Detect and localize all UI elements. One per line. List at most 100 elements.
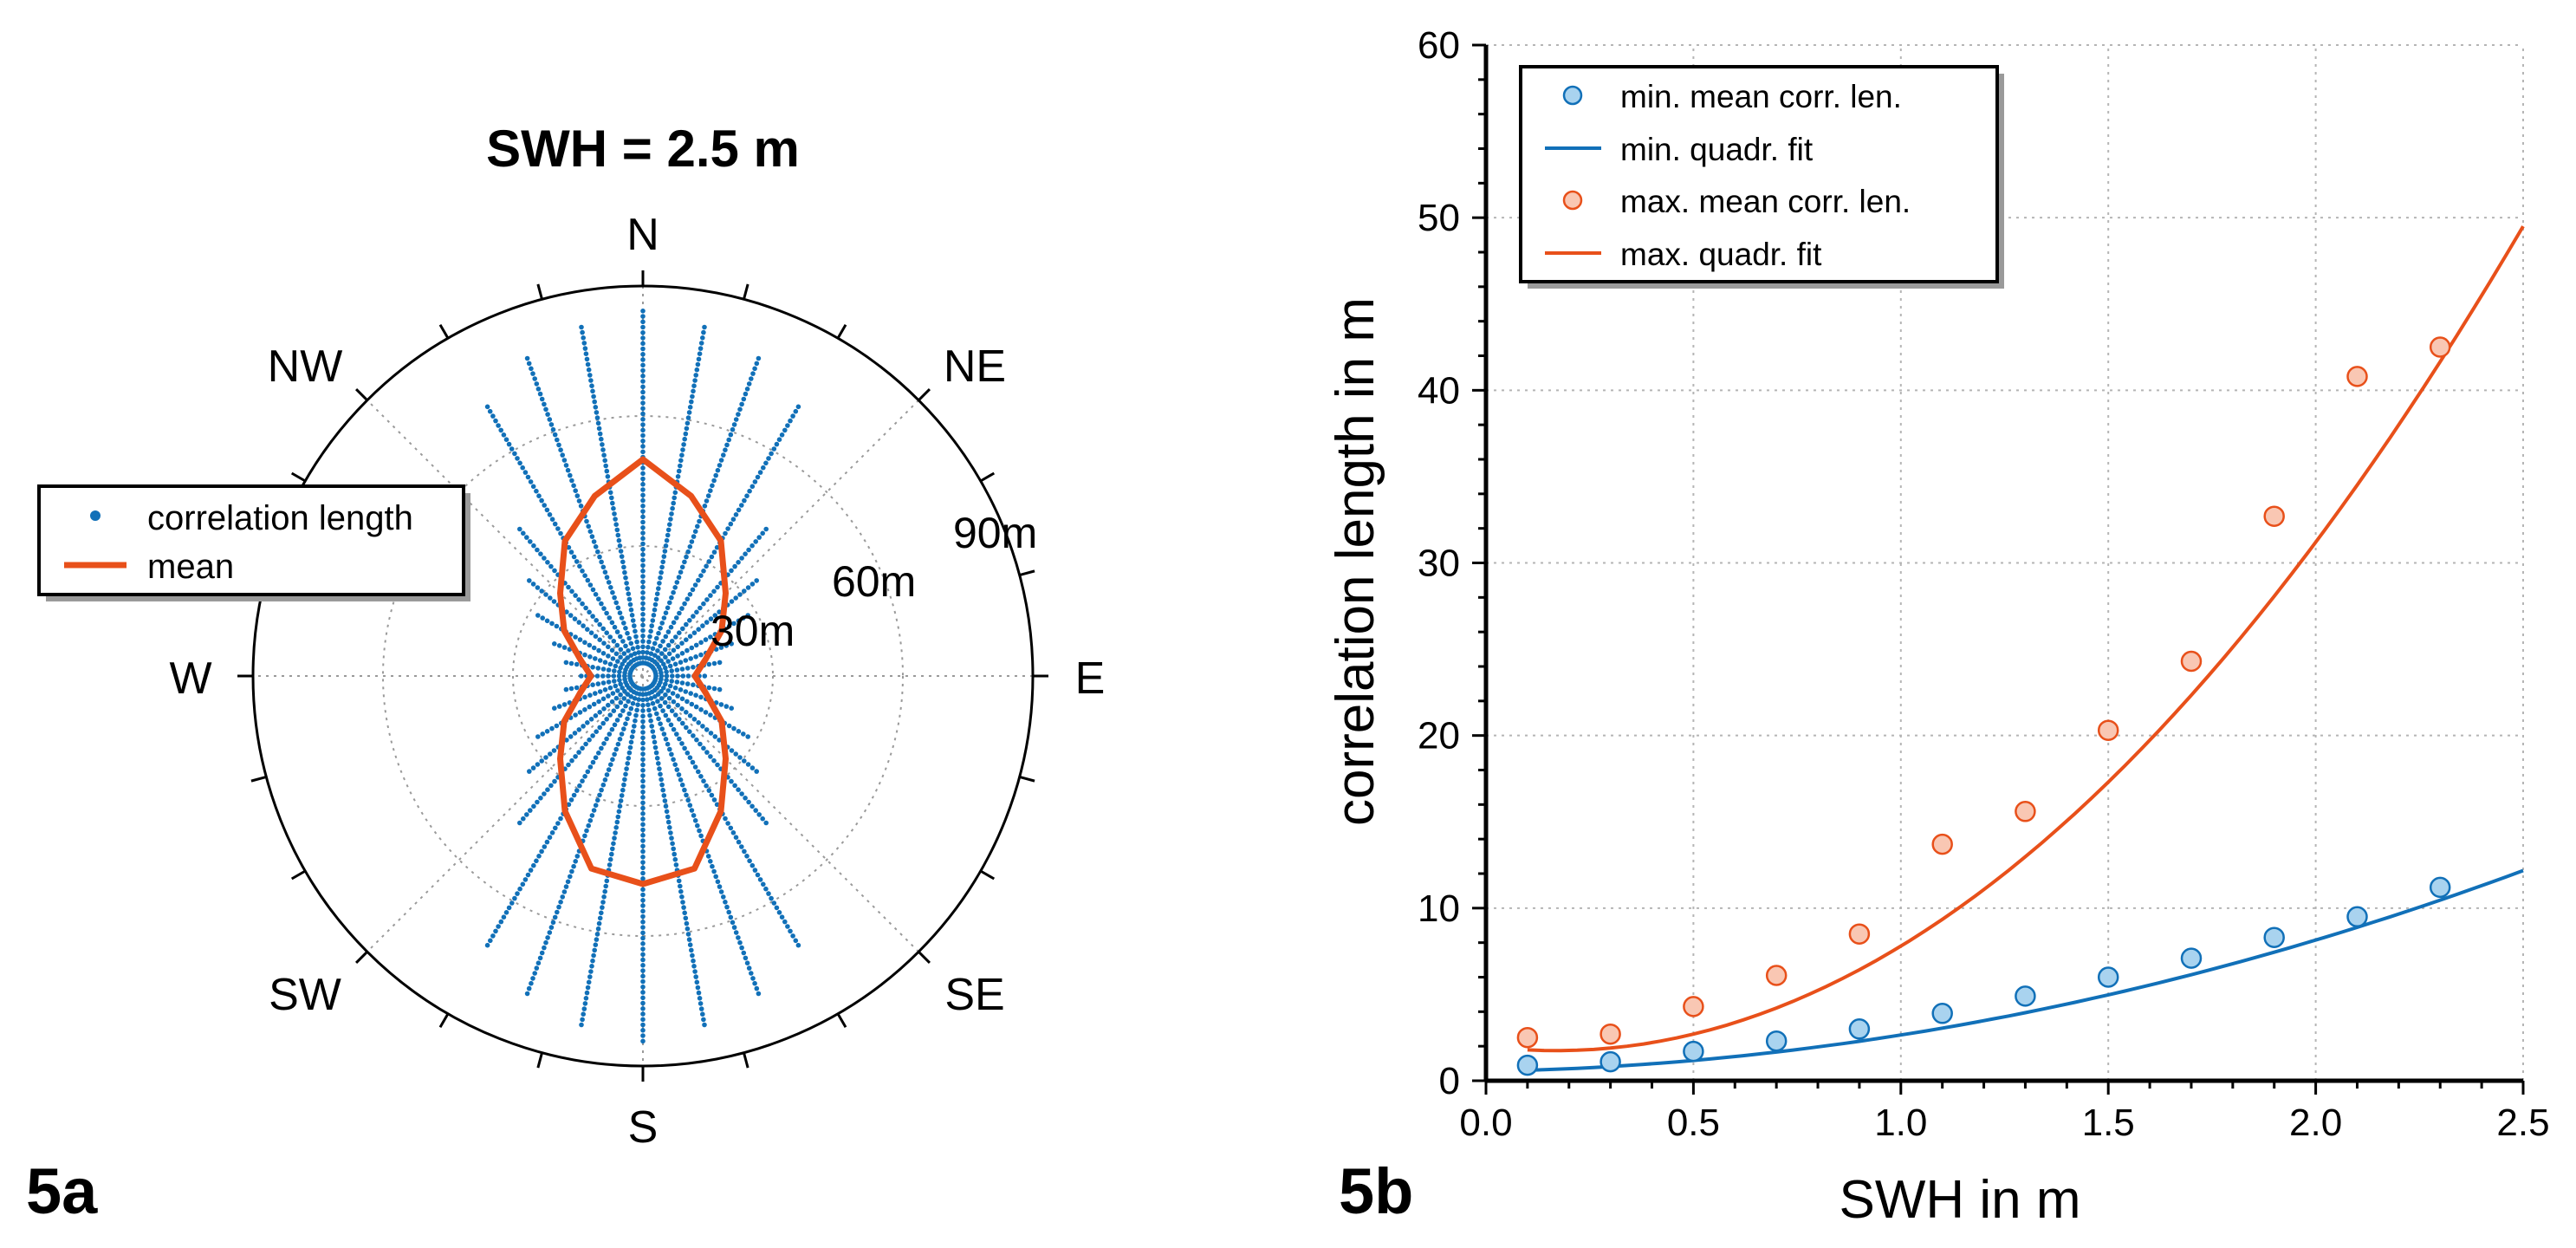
polar-tick — [918, 388, 931, 401]
correlation-length-point — [609, 699, 615, 705]
correlation-length-point — [622, 569, 627, 575]
correlation-length-point — [782, 919, 788, 925]
max-mean-point — [1516, 1026, 1539, 1049]
correlation-length-point — [593, 656, 598, 661]
correlation-length-point — [640, 644, 646, 650]
polar-points-layer — [484, 309, 801, 1044]
correlation-length-point — [535, 960, 542, 965]
legend-box — [1519, 65, 1999, 283]
correlation-length-point — [640, 406, 646, 412]
correlation-length-point — [691, 665, 696, 670]
correlation-length-point — [706, 788, 712, 793]
correlation-length-point — [703, 710, 709, 715]
correlation-length-point — [651, 734, 657, 739]
correlation-length-point — [752, 868, 758, 873]
correlation-length-point — [524, 355, 530, 361]
correlation-length-point — [618, 798, 624, 803]
correlation-length-point — [640, 622, 646, 628]
correlation-length-point — [487, 408, 493, 414]
correlation-length-point — [595, 420, 601, 426]
correlation-length-point — [582, 833, 587, 839]
correlation-length-point — [730, 830, 736, 835]
correlation-length-point — [517, 460, 522, 466]
correlation-length-point — [543, 939, 548, 946]
correlation-length-point — [746, 381, 752, 387]
correlation-length-point — [654, 756, 660, 761]
correlation-length-point — [676, 878, 682, 884]
correlation-length-point — [769, 895, 774, 901]
correlation-length-point — [749, 582, 756, 587]
correlation-length-point — [728, 914, 734, 920]
correlation-length-point — [524, 812, 529, 817]
correlation-length-point — [531, 543, 536, 549]
correlation-length-point — [695, 361, 701, 367]
correlation-length-point — [580, 1017, 585, 1023]
correlation-length-point — [576, 750, 581, 755]
correlation-length-point — [662, 699, 668, 705]
correlation-length-point — [580, 745, 585, 751]
correlation-length-point — [640, 324, 646, 330]
correlation-length-point — [580, 329, 585, 335]
correlation-length-point — [671, 846, 676, 852]
correlation-length-point — [552, 432, 558, 438]
correlation-length-point — [622, 777, 627, 783]
y-tick-label: 30 — [1418, 543, 1460, 585]
correlation-length-point — [728, 521, 734, 527]
correlation-length-point — [615, 814, 621, 820]
correlation-length-point — [674, 767, 680, 772]
correlation-length-point — [701, 745, 706, 751]
correlation-length-point — [587, 529, 594, 534]
correlation-length-point — [555, 821, 561, 826]
correlation-length-point — [542, 844, 548, 849]
correlation-length-point — [685, 549, 691, 555]
correlation-length-point — [566, 802, 572, 808]
correlation-length-point — [671, 647, 677, 653]
correlation-length-point — [679, 741, 685, 746]
correlation-length-point — [715, 584, 720, 590]
correlation-length-point — [659, 696, 665, 701]
correlation-length-point — [700, 1011, 705, 1017]
correlation-length-point — [620, 559, 626, 565]
correlation-length-point — [655, 648, 660, 653]
correlation-length-point — [625, 692, 631, 697]
correlation-length-point — [708, 634, 713, 640]
correlation-length-point — [708, 712, 713, 718]
correlation-length-point — [749, 484, 756, 490]
correlation-length-point — [687, 803, 693, 808]
correlation-length-point — [515, 456, 520, 461]
direction-label-e: E — [1075, 653, 1106, 704]
correlation-length-point — [563, 884, 569, 889]
correlation-length-point — [640, 805, 646, 811]
correlation-length-point — [713, 874, 718, 880]
correlation-length-point — [588, 969, 594, 974]
correlation-length-point — [697, 518, 702, 524]
correlation-length-point — [552, 521, 558, 527]
correlation-length-point — [723, 900, 728, 905]
correlation-length-point — [528, 868, 534, 873]
correlation-length-point — [606, 702, 611, 708]
correlation-length-point — [690, 587, 696, 593]
correlation-length-point — [713, 472, 718, 478]
correlation-length-point — [536, 854, 542, 859]
correlation-length-point — [732, 783, 737, 789]
correlation-length-point — [520, 881, 526, 887]
correlation-length-point — [640, 768, 646, 773]
correlation-length-point — [556, 442, 561, 448]
correlation-length-point — [685, 797, 691, 803]
correlation-length-point — [584, 990, 590, 996]
correlation-length-point — [721, 894, 726, 900]
legend-label-max-fit: max. quadr. fit — [1620, 237, 1822, 272]
correlation-length-point — [693, 974, 698, 979]
correlation-length-point — [607, 685, 613, 691]
correlation-length-point — [613, 517, 618, 522]
correlation-length-point — [552, 778, 557, 784]
legend-marker-max-mean — [1562, 190, 1583, 211]
correlation-length-point — [554, 723, 560, 729]
correlation-length-point — [717, 686, 723, 692]
correlation-length-point — [648, 651, 654, 656]
correlation-length-point — [601, 706, 607, 712]
correlation-length-point — [629, 613, 635, 618]
correlation-length-point — [687, 942, 693, 947]
correlation-length-point — [733, 417, 739, 422]
correlation-length-point — [676, 468, 682, 474]
